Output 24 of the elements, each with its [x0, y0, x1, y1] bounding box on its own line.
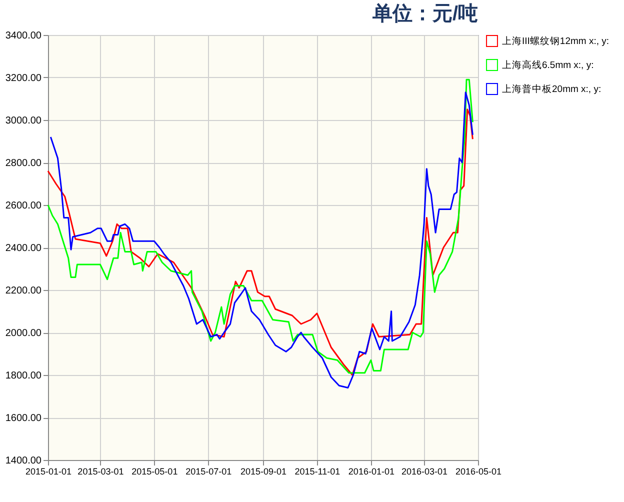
y-tick-label: 2800.00	[5, 158, 42, 169]
x-tick-label: 2015-03-01	[78, 466, 124, 476]
y-tick-label: 1800.00	[5, 370, 42, 382]
legend-label: 上海普中板20mm x:, y:	[502, 83, 602, 95]
y-tick-label: 3200.00	[5, 73, 42, 84]
y-tick-label: 1400.00	[5, 456, 42, 466]
x-tick-label: 2015-09-01	[240, 466, 287, 476]
legend-label: 上海III螺纹钢12mm x:, y:	[502, 35, 610, 47]
x-tick-label: 2015-01-01	[25, 466, 72, 476]
y-tick-label: 3400.00	[5, 30, 42, 42]
x-tick-label: 2015-07-01	[186, 466, 232, 476]
y-tick-label: 3000.00	[5, 116, 42, 126]
x-tick-label: 2016-03-01	[402, 466, 448, 476]
x-tick-label: 2016-05-01	[455, 466, 502, 476]
chart-title: 单位：元/吨	[371, 2, 478, 25]
y-tick-label: 2000.00	[5, 328, 42, 339]
y-tick-label: 2200.00	[5, 286, 42, 296]
y-tick-label: 2600.00	[5, 200, 42, 212]
y-tick-label: 2400.00	[5, 243, 42, 254]
x-tick-label: 2015-11-01	[294, 466, 340, 476]
x-tick-label: 2016-01-01	[348, 466, 394, 476]
y-tick-label: 1600.00	[5, 413, 42, 424]
x-tick-label: 2015-05-01	[132, 466, 178, 476]
legend-label: 上海高线6.5mm x:, y:	[502, 59, 594, 71]
